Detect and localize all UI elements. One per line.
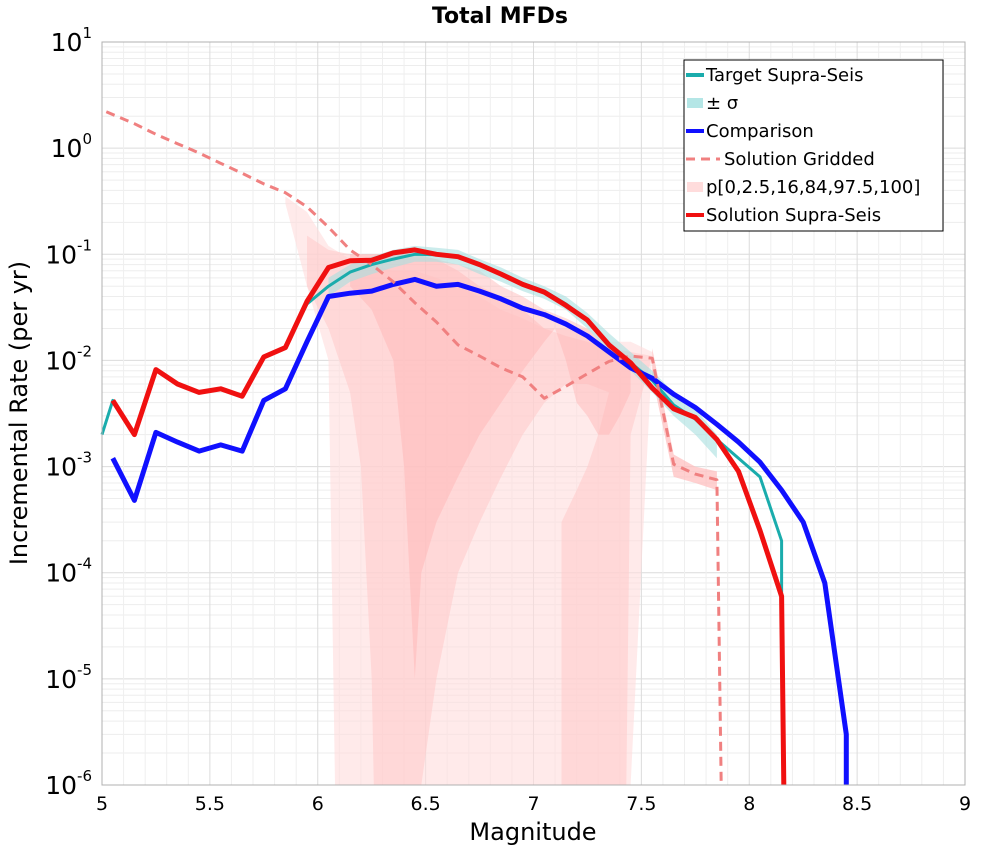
y-tick-label: 10-2 — [45, 342, 92, 375]
series-line-solution-supra-seis — [110, 247, 787, 786]
x-tick-label: 9 — [959, 793, 971, 815]
percentile-bands — [285, 196, 717, 786]
y-tick-label: 10-3 — [45, 449, 92, 482]
x-tick-label: 7 — [527, 793, 539, 815]
series-line-comparison — [110, 276, 849, 785]
legend-label: Solution Supra-Seis — [706, 205, 881, 226]
y-tick-label: 10-6 — [45, 767, 92, 800]
y-tick-label: 10-1 — [45, 236, 92, 269]
y-tick-label: 101 — [51, 24, 92, 57]
series-line-solution-gridded — [105, 110, 723, 786]
x-tick-label: 6 — [312, 793, 324, 815]
legend-box — [683, 59, 944, 232]
legend-swatch — [687, 182, 703, 192]
series-lines — [100, 110, 849, 786]
y-tick-label: 100 — [51, 130, 92, 163]
x-tick-labels: 5 5.5 6 6.5 7 7.5 8 8.5 9 — [96, 793, 971, 815]
plot-frame — [101, 41, 966, 786]
band-inner — [350, 254, 631, 679]
legend-label: ± σ — [706, 93, 738, 114]
legend-swatch — [687, 98, 703, 108]
y-tick-label: 10-4 — [45, 555, 92, 588]
x-axis-label: Magnitude — [469, 818, 596, 846]
x-tick-label: 7.5 — [626, 793, 656, 815]
legend-label: Target Supra-Seis — [705, 65, 863, 86]
x-tick-label: 8 — [743, 793, 755, 815]
y-tick-label: 10-5 — [45, 661, 92, 694]
x-tick-label: 5 — [96, 793, 108, 815]
legend: Target Supra-Seis ± σ Comparison Solution G… — [683, 59, 944, 232]
legend-label: Solution Gridded — [724, 149, 875, 170]
x-tick-label: 5.5 — [195, 793, 225, 815]
legend-label: Comparison — [706, 121, 814, 142]
x-tick-label: 6.5 — [411, 793, 441, 815]
band-middle — [307, 235, 653, 786]
chart-title: Total MFDs — [432, 4, 568, 29]
y-tick-labels: 101 100 10-1 10-2 10-3 10-4 10-5 10-6 — [45, 24, 92, 800]
legend-label: p[0,2.5,16,84,97.5,100] — [706, 177, 920, 198]
x-tick-label: 8.5 — [842, 793, 872, 815]
y-axis-label: Incremental Rate (per yr) — [5, 261, 33, 565]
